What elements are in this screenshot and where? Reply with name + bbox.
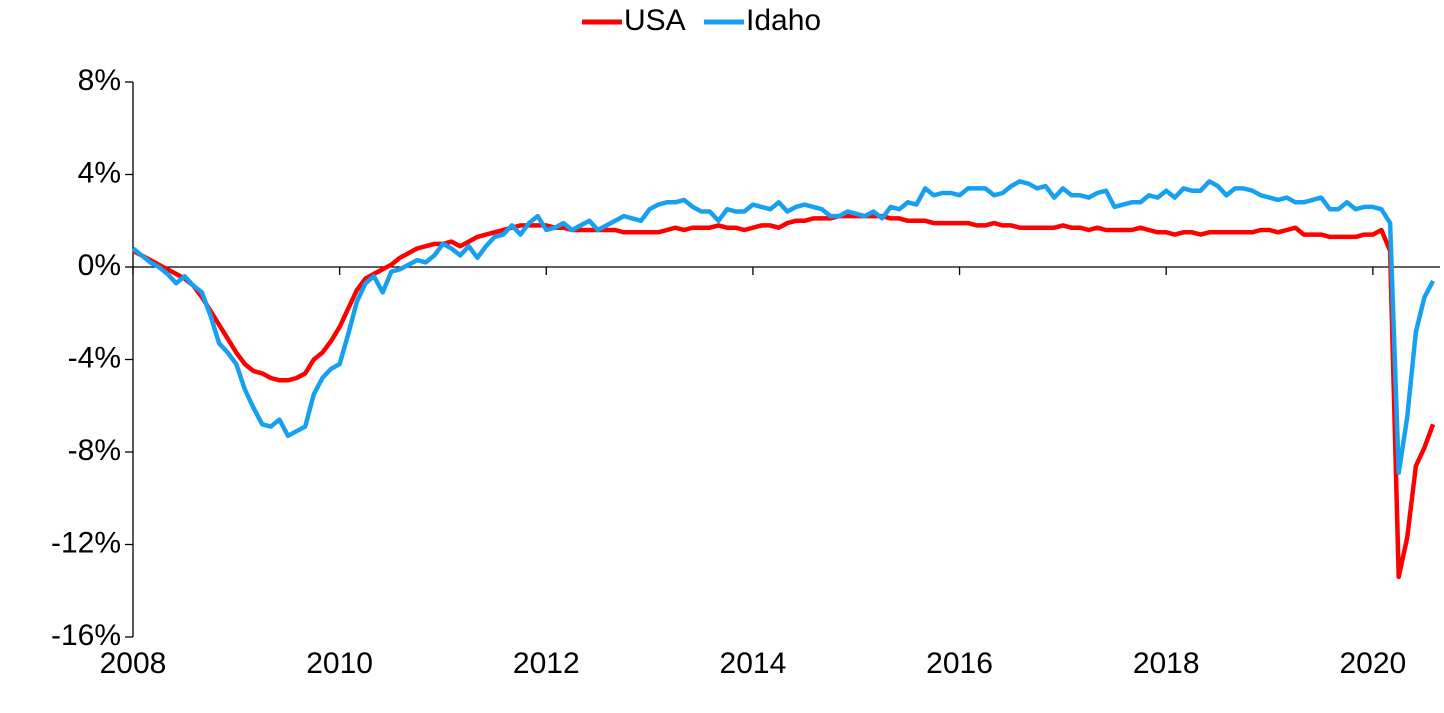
x-tick-label: 2014	[720, 647, 787, 680]
x-tick-label: 2010	[306, 647, 373, 680]
y-tick-label: -12%	[51, 526, 121, 559]
legend-label: Idaho	[746, 4, 821, 37]
x-tick-label: 2008	[100, 647, 167, 680]
legend-label: USA	[624, 4, 686, 37]
y-tick-label: -16%	[51, 619, 121, 652]
line-series	[131, 213, 1436, 580]
x-tick-label: 2018	[1133, 647, 1200, 680]
x-tick-label: 2012	[513, 647, 580, 680]
y-tick-label: 0%	[78, 249, 121, 282]
y-tick-label: -8%	[68, 434, 121, 467]
y-tick-label: -4%	[68, 341, 121, 374]
y-tick-label: 8%	[78, 64, 121, 97]
y-tick-label: 4%	[78, 156, 121, 189]
x-tick-label: 2020	[1339, 647, 1406, 680]
line-series	[131, 179, 1436, 476]
x-tick-label: 2016	[926, 647, 993, 680]
